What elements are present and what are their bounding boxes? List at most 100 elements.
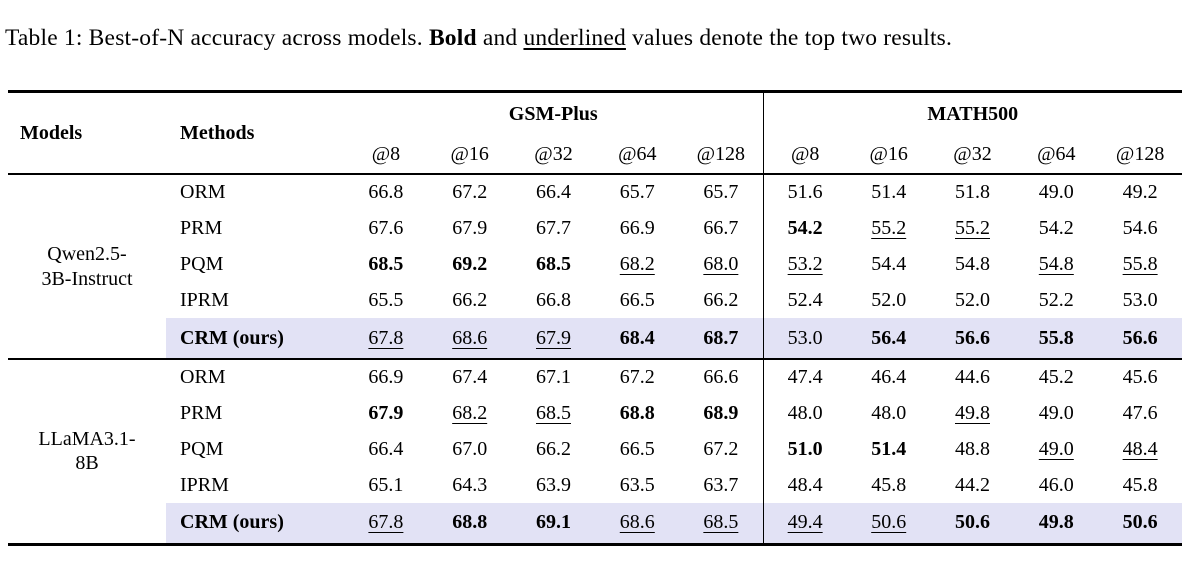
- cell-value: 63.9: [535, 473, 571, 496]
- table-row: IPRM 65.1 64.3 63.9 63.5 63.7 48.4 45.8 …: [8, 467, 1182, 503]
- cell-value: 68.0: [679, 246, 764, 282]
- cell-value: 54.8: [1038, 252, 1074, 275]
- header-at-row: @8 @16 @32 @64 @128 @8 @16 @32 @64 @128: [8, 136, 1183, 174]
- cell-value: 67.9: [452, 216, 488, 239]
- cell-value: 50.6: [846, 503, 931, 544]
- cell-value: 56.4: [846, 318, 931, 359]
- cell-value: 48.0: [787, 401, 823, 424]
- cell-value: 66.9: [619, 216, 655, 239]
- cell-value: 55.2: [955, 216, 990, 239]
- header-gsm-at32: @32: [534, 143, 573, 165]
- cell-value: 66.2: [452, 288, 488, 311]
- cell-value: 66.5: [619, 437, 655, 460]
- cell-value: 68.8: [427, 503, 512, 544]
- cell-value: 67.8: [344, 318, 428, 359]
- header-gsm-at128: @128: [679, 136, 764, 174]
- model-name-line2: 8B: [75, 452, 99, 475]
- cell-value: 68.2: [619, 252, 655, 275]
- cell-value: 48.4: [787, 473, 823, 496]
- cell-value: 66.5: [619, 288, 655, 311]
- cell-value: 49.4: [763, 503, 847, 544]
- cell-value: 65.1: [368, 473, 404, 496]
- header-math-at32: @32: [953, 143, 992, 165]
- method-label: ORM: [180, 366, 226, 388]
- method-label: IPRM: [180, 473, 229, 496]
- cell-value: 51.4: [871, 437, 907, 460]
- model-name-line1: LLaMA3.1-: [38, 427, 136, 450]
- table-row: LLaMA3.1- 8B ORM 66.9 67.4 67.1 67.2 66.…: [8, 359, 1182, 474]
- header-math-at8: @8: [790, 143, 820, 165]
- cell-value: 67.2: [452, 181, 488, 203]
- caption-prefix: Table 1: Best-of-N accuracy across model…: [5, 25, 429, 51]
- cell-value: 65.7: [679, 174, 764, 210]
- header-gsm-at16: @16: [450, 143, 489, 165]
- cell-value: 52.2: [1038, 288, 1074, 311]
- cell-value: 67.9: [368, 401, 404, 424]
- model-name-line2: 3B-Instruct: [41, 267, 133, 290]
- cell-value: 68.5: [535, 252, 571, 275]
- model-name-qwen: Qwen2.5- 3B-Instruct: [8, 174, 166, 359]
- cell-value: 53.0: [1122, 288, 1158, 311]
- cell-value: 54.6: [1122, 216, 1158, 239]
- cell-value: 53.0: [763, 318, 847, 359]
- cell-value: 68.5: [679, 503, 764, 544]
- table-row: PQM 68.5 69.2 68.5 68.2 68.0 53.2 54.4 5…: [8, 246, 1182, 282]
- cell-value: 54.2: [1038, 216, 1074, 239]
- cell-value: 45.8: [1122, 473, 1158, 496]
- table-row-crm-highlighted: CRM (ours) 67.8 68.8 69.1 68.6 68.5 49.4…: [8, 503, 1183, 544]
- table-header: Models Methods GSM-Plus MATH500 @8 @16 @…: [8, 91, 1183, 174]
- header-gsm-at64: @64: [618, 143, 657, 165]
- header-group-row: Models Methods GSM-Plus MATH500: [8, 91, 1182, 144]
- cell-value: 52.0: [955, 288, 990, 311]
- cell-value: 51.4: [871, 181, 907, 203]
- cell-value: 68.5: [368, 252, 404, 275]
- cell-value: 53.2: [787, 252, 823, 275]
- table-row: Qwen2.5- 3B-Instruct ORM 66.8 67.2 66.4 …: [8, 174, 1182, 290]
- table-row-crm-highlighted: CRM (ours) 67.8 68.6 67.9 68.4 68.7 53.0…: [8, 318, 1183, 359]
- cell-value: 52.4: [787, 288, 823, 311]
- cell-value: 63.5: [619, 473, 655, 496]
- cell-value: 51.0: [787, 437, 823, 460]
- cell-value: 66.7: [679, 210, 764, 246]
- cell-value: 45.6: [1122, 366, 1158, 388]
- caption-suffix: values denote the top two results.: [625, 25, 953, 51]
- cell-value: 67.6: [368, 216, 404, 239]
- cell-value: 54.8: [955, 252, 990, 275]
- results-table: Models Methods GSM-Plus MATH500 @8 @16 @…: [8, 90, 1183, 546]
- cell-value: 67.8: [344, 503, 428, 544]
- cell-value: 68.6: [427, 318, 512, 359]
- cell-value: 67.0: [452, 437, 488, 460]
- cell-value: 66.4: [535, 181, 571, 203]
- cell-value: 68.7: [679, 318, 764, 359]
- group-llama: LLaMA3.1- 8B ORM 66.9 67.4 67.1 67.2 66.…: [8, 359, 1183, 544]
- cell-value: 67.1: [535, 366, 571, 388]
- cell-value: 68.2: [452, 401, 488, 424]
- cell-value: 45.2: [1038, 366, 1074, 388]
- cell-value: 46.0: [1038, 473, 1074, 496]
- cell-value: 48.4: [1122, 437, 1158, 460]
- cell-value: 51.8: [955, 181, 990, 203]
- cell-value: 56.6: [930, 318, 1015, 359]
- cell-value: 47.6: [1122, 401, 1158, 424]
- header-models: Models: [20, 121, 83, 144]
- header-group-gsm-plus: GSM-Plus: [344, 91, 764, 136]
- cell-value: 67.7: [535, 216, 571, 239]
- cell-value: 49.2: [1122, 181, 1158, 203]
- cell-value: 68.4: [595, 318, 680, 359]
- header-gsm-at8: @8: [371, 143, 401, 165]
- method-label: IPRM: [180, 288, 229, 311]
- cell-value: 67.2: [679, 431, 764, 467]
- cell-value: 45.8: [871, 473, 907, 496]
- caption-underlined-word: underlined: [523, 25, 626, 51]
- model-name-llama: LLaMA3.1- 8B: [8, 359, 166, 544]
- caption-mid: and: [476, 25, 524, 51]
- cell-value: 66.6: [679, 359, 764, 395]
- cell-value: 55.2: [871, 216, 907, 239]
- cell-value: 55.8: [1122, 252, 1158, 275]
- cell-value: 66.4: [368, 437, 404, 460]
- caption-bold-word: Bold: [428, 25, 477, 51]
- cell-value: 69.1: [511, 503, 596, 544]
- cell-value: 50.6: [930, 503, 1015, 544]
- cell-value: 66.2: [679, 282, 764, 318]
- cell-value: 65.5: [368, 288, 404, 311]
